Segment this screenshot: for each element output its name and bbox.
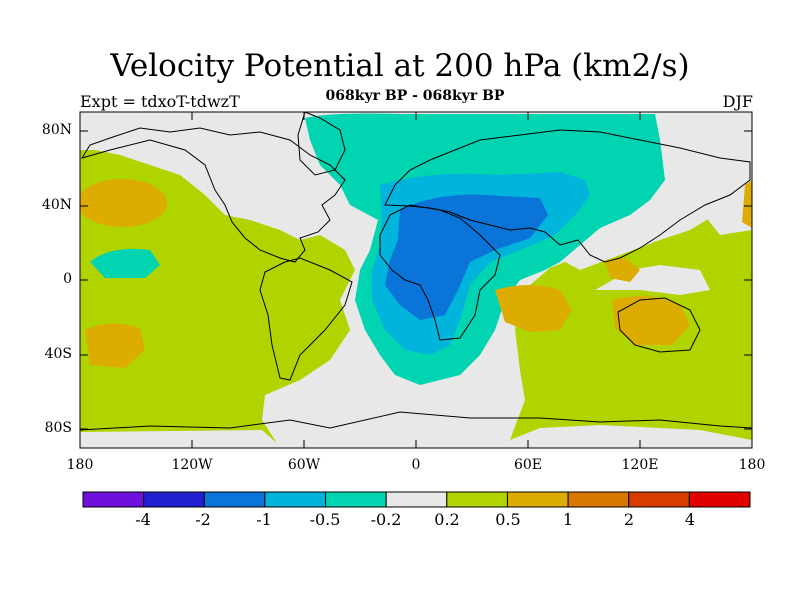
colorbar-label: -2 <box>195 510 211 529</box>
lon-label: 180 <box>66 457 94 473</box>
colorbar-label: -0.5 <box>309 510 341 529</box>
colorbar-swatch <box>82 491 145 508</box>
coast-antarctica <box>80 411 752 431</box>
colorbar-swatch <box>506 491 569 508</box>
lat-label: 0 <box>63 271 72 287</box>
colorbar-swatch <box>203 491 266 508</box>
lat-label: 80S <box>44 420 72 436</box>
near-zero-region-maritime <box>595 265 710 295</box>
map-ticks <box>80 112 752 448</box>
colorbar-label: -1 <box>256 510 272 529</box>
lon-label: 60E <box>513 457 543 473</box>
lon-label: 120W <box>171 457 213 473</box>
colorbar-label: 0.2 <box>434 510 460 529</box>
colorbar-label: 4 <box>684 510 696 529</box>
map-field <box>80 112 752 448</box>
colorbar-label: -4 <box>135 510 151 529</box>
colorbar-label: 1 <box>562 510 574 529</box>
colorbar-swatch <box>446 491 508 508</box>
colorbar-label: 0.5 <box>495 510 521 529</box>
lat-label: 40S <box>44 346 72 362</box>
positive-region-north-pacific-edge <box>742 180 752 228</box>
lat-label: 40N <box>41 197 72 213</box>
lat-label: 80N <box>41 122 72 138</box>
colorbar-swatch <box>385 491 448 508</box>
coastlines <box>80 112 752 431</box>
lon-label: 60W <box>287 457 321 473</box>
lon-label: 120E <box>621 457 659 473</box>
colorbar-swatch <box>628 491 690 508</box>
positive-region-maritime-continent <box>605 258 640 282</box>
colorbar-swatch <box>325 491 387 508</box>
coast-south-america <box>259 257 353 381</box>
near-zero-region-antarctic <box>80 425 752 448</box>
coast-greenland <box>297 112 346 176</box>
negative-region-strong <box>385 194 548 320</box>
coast-australia <box>617 297 701 353</box>
coast-eurasia <box>384 129 751 263</box>
positive-region-northeast-pacific <box>80 179 167 227</box>
colorbar-label: -0.2 <box>370 510 402 529</box>
map-subtitle: 068kyr BP - 068kyr BP <box>325 88 505 104</box>
colorbar <box>82 491 751 508</box>
season-label: DJF <box>722 92 753 111</box>
map-title: Velocity Potential at 200 hPa (km2/s) <box>110 48 690 84</box>
lon-label: 0 <box>411 457 421 473</box>
lon-label: 180 <box>738 457 766 473</box>
colorbar-swatch <box>567 491 630 508</box>
positive-region-indian-ocean <box>495 285 572 332</box>
colorbar-label: 2 <box>623 510 635 529</box>
colorbar-swatch <box>688 491 751 508</box>
positive-region-southeast-pacific <box>85 323 145 368</box>
colorbar-swatch <box>264 491 327 508</box>
positive-region-australia <box>612 296 690 345</box>
coast-north-america <box>80 127 346 263</box>
experiment-label: Expt = tdxoT-tdwzT <box>80 92 240 111</box>
colorbar-swatch <box>143 491 205 508</box>
negative-region-weak-pacific <box>90 248 160 278</box>
near-zero-region-pacific <box>700 200 752 235</box>
